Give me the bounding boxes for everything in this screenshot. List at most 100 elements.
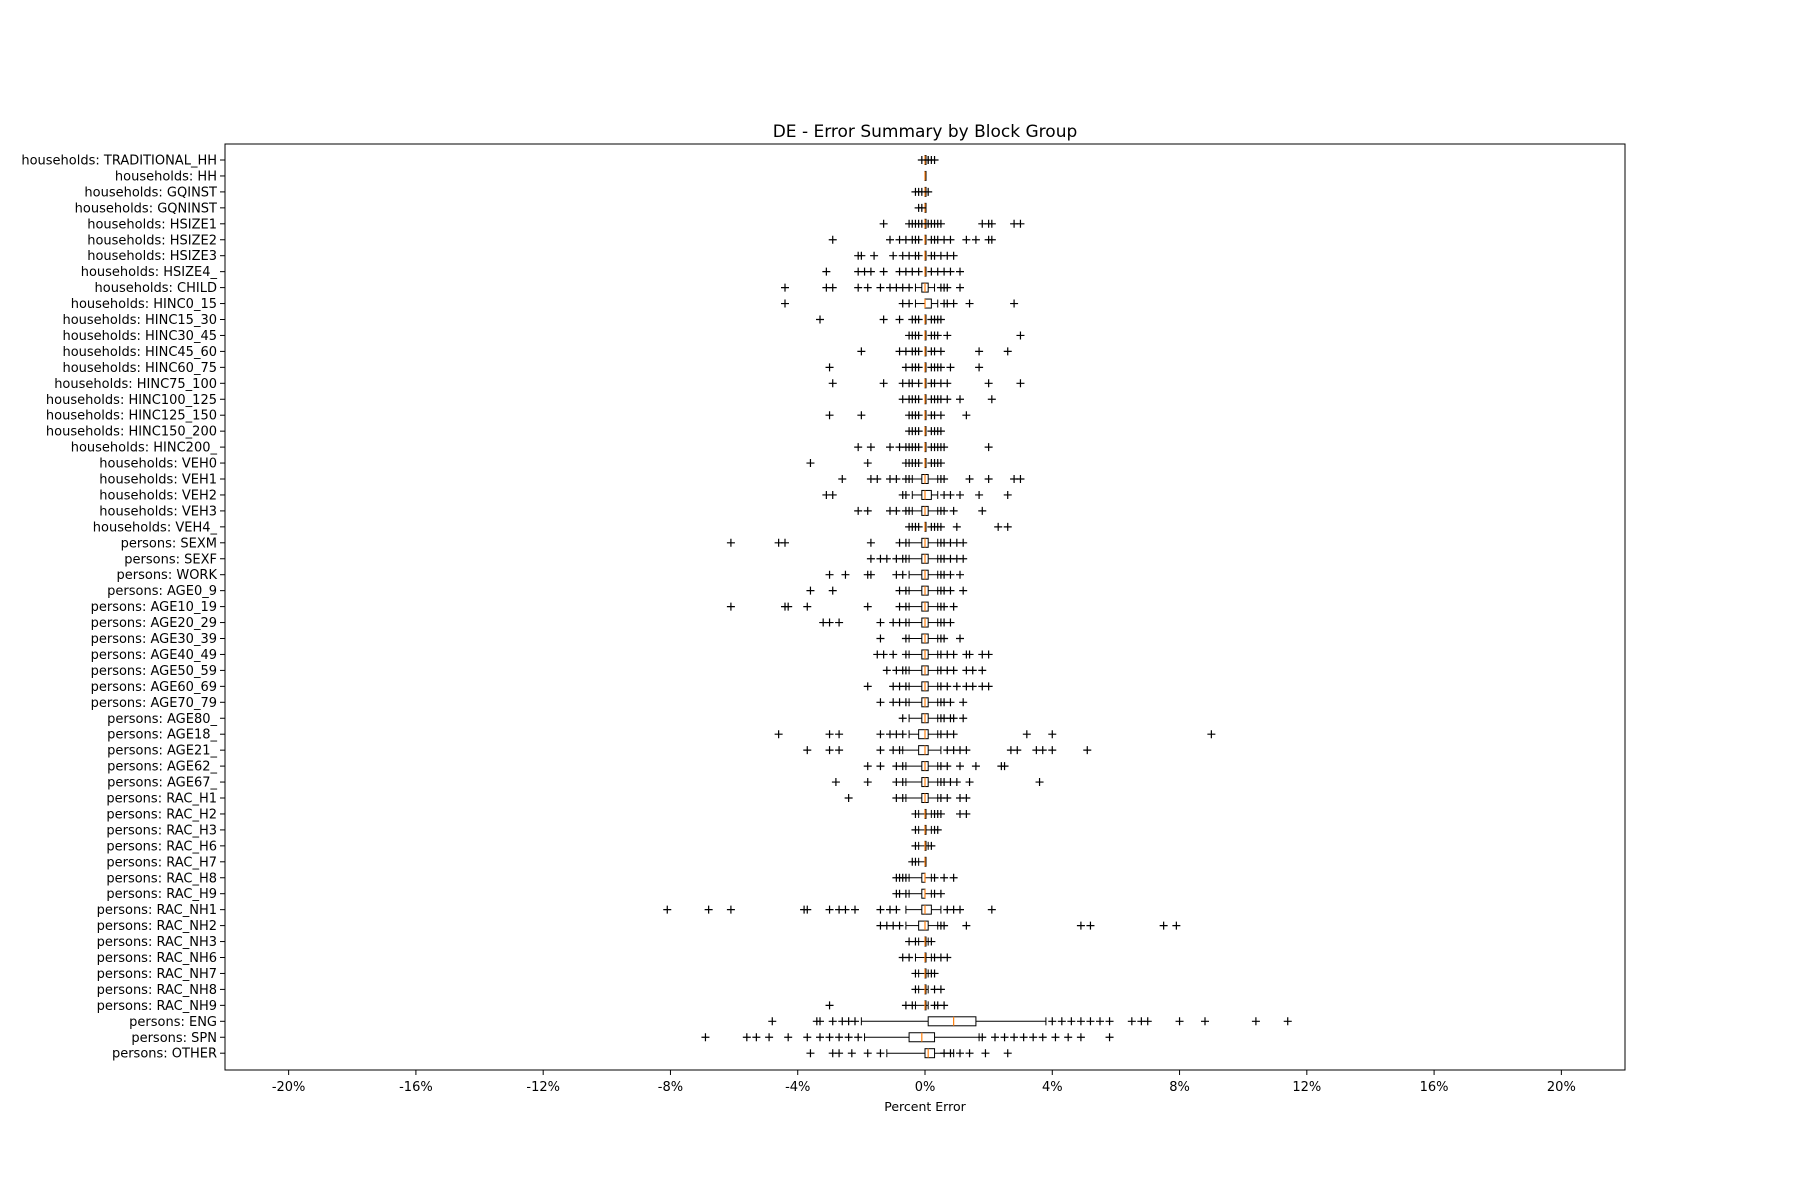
box-group bbox=[911, 808, 971, 819]
flier-point bbox=[949, 730, 958, 739]
flier-point bbox=[905, 299, 914, 308]
flier-point bbox=[962, 921, 971, 930]
flier-point bbox=[879, 267, 888, 276]
y-tick-label: persons: AGE30_39 bbox=[91, 632, 217, 647]
flier-point bbox=[971, 762, 980, 771]
flier-point bbox=[1083, 746, 1092, 755]
flier-point bbox=[892, 475, 901, 483]
box-group bbox=[898, 394, 996, 405]
flier-point bbox=[863, 283, 872, 292]
flier-point bbox=[1127, 1017, 1136, 1026]
flier-point bbox=[1048, 1017, 1057, 1026]
box bbox=[918, 729, 929, 740]
flier-point bbox=[914, 459, 923, 468]
flier-point bbox=[946, 363, 955, 372]
y-tick-label: persons: AGE21_ bbox=[107, 744, 217, 759]
y-tick-label: persons: OTHER bbox=[112, 1047, 217, 1062]
box-group bbox=[806, 1048, 1012, 1059]
marks-layer bbox=[663, 155, 1292, 1059]
flier-point bbox=[841, 570, 850, 579]
flier-point bbox=[901, 666, 910, 675]
flier-point bbox=[917, 203, 926, 212]
flier-point bbox=[946, 235, 955, 244]
flier-point bbox=[924, 187, 933, 196]
flier-point bbox=[914, 379, 923, 388]
box-group bbox=[701, 1032, 1114, 1043]
flier-point bbox=[959, 538, 968, 547]
flier-point bbox=[901, 538, 910, 547]
y-tick-label: persons: ENG bbox=[129, 1015, 217, 1030]
box-group bbox=[838, 474, 1025, 484]
box-group bbox=[726, 537, 968, 548]
flier-point bbox=[863, 1049, 872, 1058]
flier-point bbox=[943, 762, 952, 771]
flier-point bbox=[940, 602, 949, 611]
box-group bbox=[806, 458, 945, 469]
flier-point bbox=[946, 267, 955, 276]
flier-point bbox=[905, 283, 914, 292]
flier-point bbox=[956, 490, 964, 499]
box-group bbox=[898, 713, 968, 724]
flier-point bbox=[1201, 1017, 1209, 1026]
flier-point bbox=[742, 1033, 751, 1042]
flier-point bbox=[857, 251, 866, 260]
flier-point bbox=[911, 857, 920, 866]
flier-point bbox=[1000, 762, 1009, 771]
flier-point bbox=[1159, 921, 1168, 930]
flier-point bbox=[882, 554, 891, 563]
y-tick-label: persons: RAC_NH8 bbox=[97, 983, 217, 998]
y-tick-label: persons: AGE62_ bbox=[107, 760, 217, 775]
box-group bbox=[831, 777, 1044, 788]
flier-point bbox=[701, 1033, 710, 1042]
flier-point bbox=[889, 650, 898, 659]
box bbox=[918, 920, 929, 931]
y-tick-label: households: HINC45_60 bbox=[62, 345, 217, 360]
x-tick-label: -20% bbox=[272, 1080, 306, 1095]
flier-point bbox=[911, 841, 920, 850]
flier-point bbox=[901, 634, 910, 643]
flier-point bbox=[936, 363, 945, 372]
flier-point bbox=[984, 443, 993, 452]
flier-point bbox=[876, 1049, 885, 1058]
flier-point bbox=[898, 730, 907, 739]
flier-point bbox=[886, 443, 894, 452]
flier-point bbox=[866, 443, 875, 452]
flier-point bbox=[949, 602, 958, 611]
flier-point bbox=[825, 363, 834, 372]
y-tick-label: persons: RAC_H8 bbox=[106, 871, 217, 886]
flier-point bbox=[825, 1001, 834, 1010]
flier-point bbox=[949, 506, 958, 515]
y-tick-label: persons: RAC_H9 bbox=[106, 887, 217, 902]
flier-point bbox=[825, 730, 834, 739]
axes-layer: -20% -16% -12% -8% -4% 0% 4% 8% 12% 16% 20% househo… bbox=[21, 154, 1575, 1096]
x-tick-label: 0% bbox=[915, 1080, 936, 1095]
flier-point bbox=[841, 905, 850, 914]
flier-point bbox=[956, 395, 964, 404]
flier-point bbox=[803, 905, 812, 914]
flier-point bbox=[940, 873, 949, 882]
flier-point bbox=[991, 1033, 999, 1042]
flier-point bbox=[914, 443, 923, 452]
box-group bbox=[863, 761, 1009, 772]
flier-point bbox=[828, 1017, 837, 1026]
box-group bbox=[854, 250, 958, 261]
flier-point bbox=[940, 634, 949, 643]
flier-point bbox=[908, 1001, 917, 1010]
flier-point bbox=[952, 778, 961, 787]
flier-point bbox=[879, 315, 888, 324]
flier-point bbox=[863, 762, 872, 771]
flier-point bbox=[959, 698, 968, 707]
flier-point bbox=[870, 251, 879, 260]
y-tick-label: persons: RAC_NH2 bbox=[97, 919, 217, 934]
y-tick-label: households: VEH2 bbox=[99, 488, 217, 503]
flier-point bbox=[927, 937, 936, 946]
box bbox=[918, 745, 929, 756]
box-group bbox=[828, 378, 1025, 389]
flier-point bbox=[781, 299, 789, 308]
box-group bbox=[876, 633, 964, 644]
y-tick-label: persons: RAC_H7 bbox=[106, 855, 217, 870]
flier-point bbox=[1076, 921, 1085, 930]
flier-point bbox=[914, 427, 923, 436]
flier-point bbox=[889, 251, 898, 260]
